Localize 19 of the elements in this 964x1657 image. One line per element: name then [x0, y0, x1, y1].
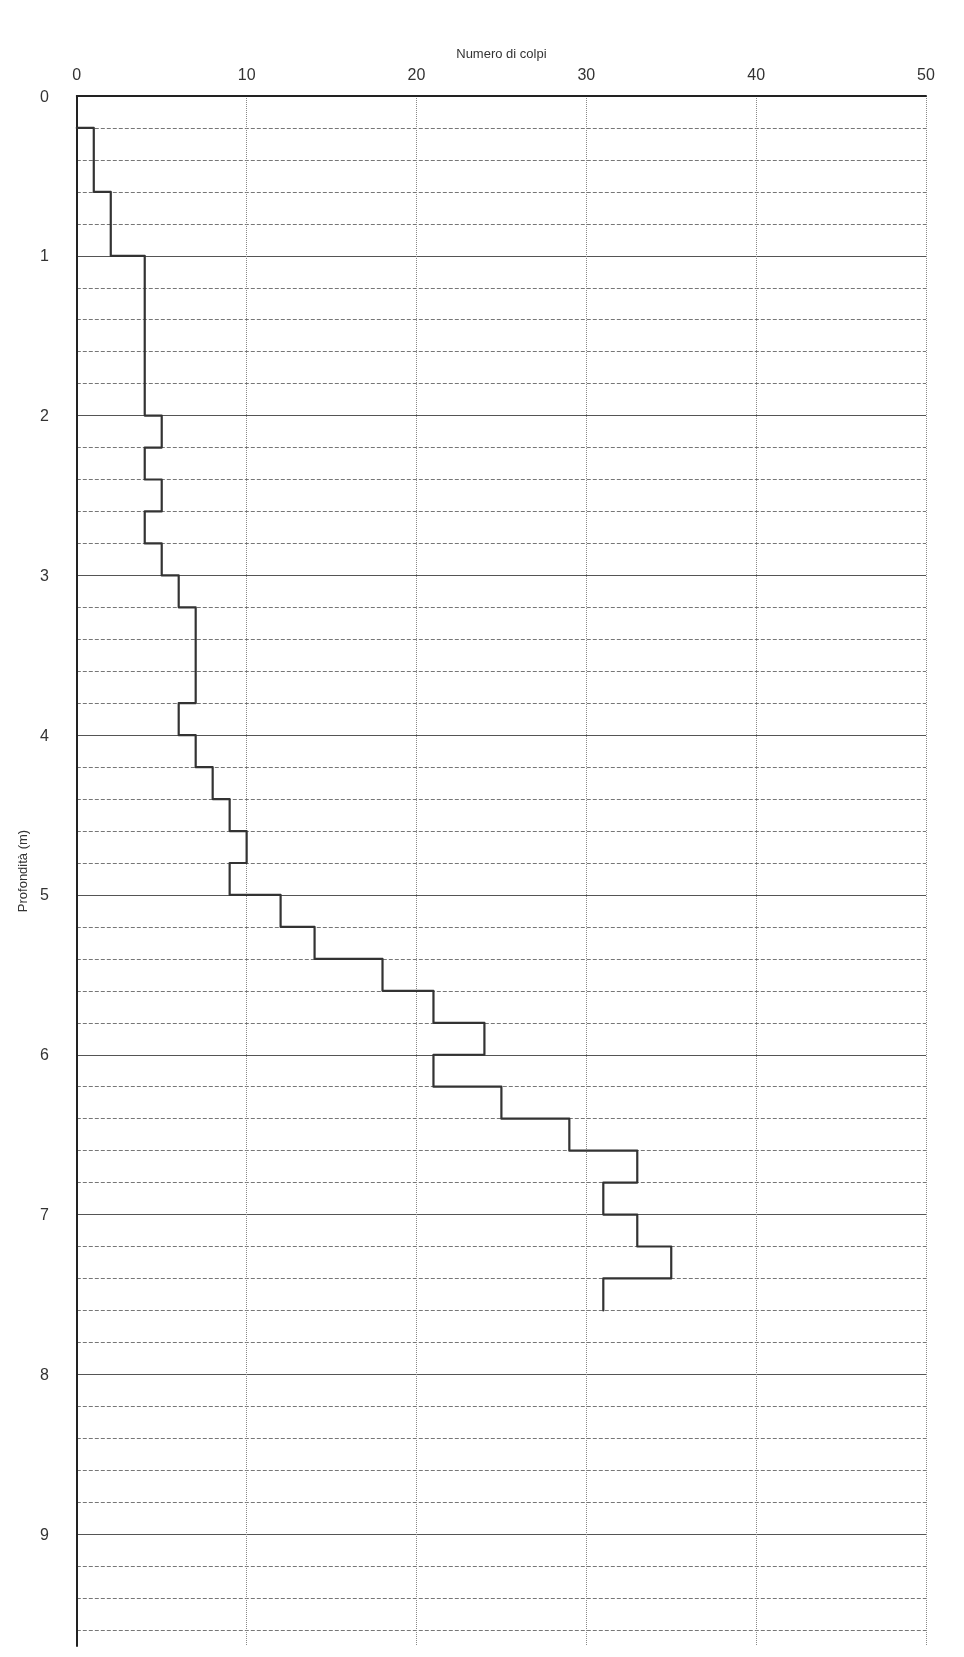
y-tick-label: 7 — [39, 1206, 49, 1224]
x-tick-label: 10 — [237, 65, 256, 83]
x-tick-label: 30 — [577, 65, 596, 83]
y-tick-label: 5 — [39, 886, 49, 904]
x-tick-label: 0 — [72, 65, 82, 83]
y-tick-label: 3 — [39, 566, 49, 584]
line-series — [75, 126, 673, 1312]
y-tick-label: 0 — [39, 87, 49, 105]
y-tick-label: 1 — [39, 247, 49, 265]
x-tick-label: 50 — [917, 65, 935, 83]
y-axis-title: Profondità (m) — [15, 829, 30, 913]
y-tick-label: 9 — [39, 1525, 49, 1543]
y-tick-label: 4 — [39, 726, 49, 744]
x-axis-title: Numero di colpi — [456, 46, 547, 61]
y-tick-label: 2 — [39, 407, 49, 425]
y-tick-label: 6 — [39, 1046, 49, 1064]
x-tick-label: 40 — [747, 65, 766, 83]
y-tick-label: 8 — [39, 1365, 49, 1383]
x-tick-label: 20 — [407, 65, 426, 83]
